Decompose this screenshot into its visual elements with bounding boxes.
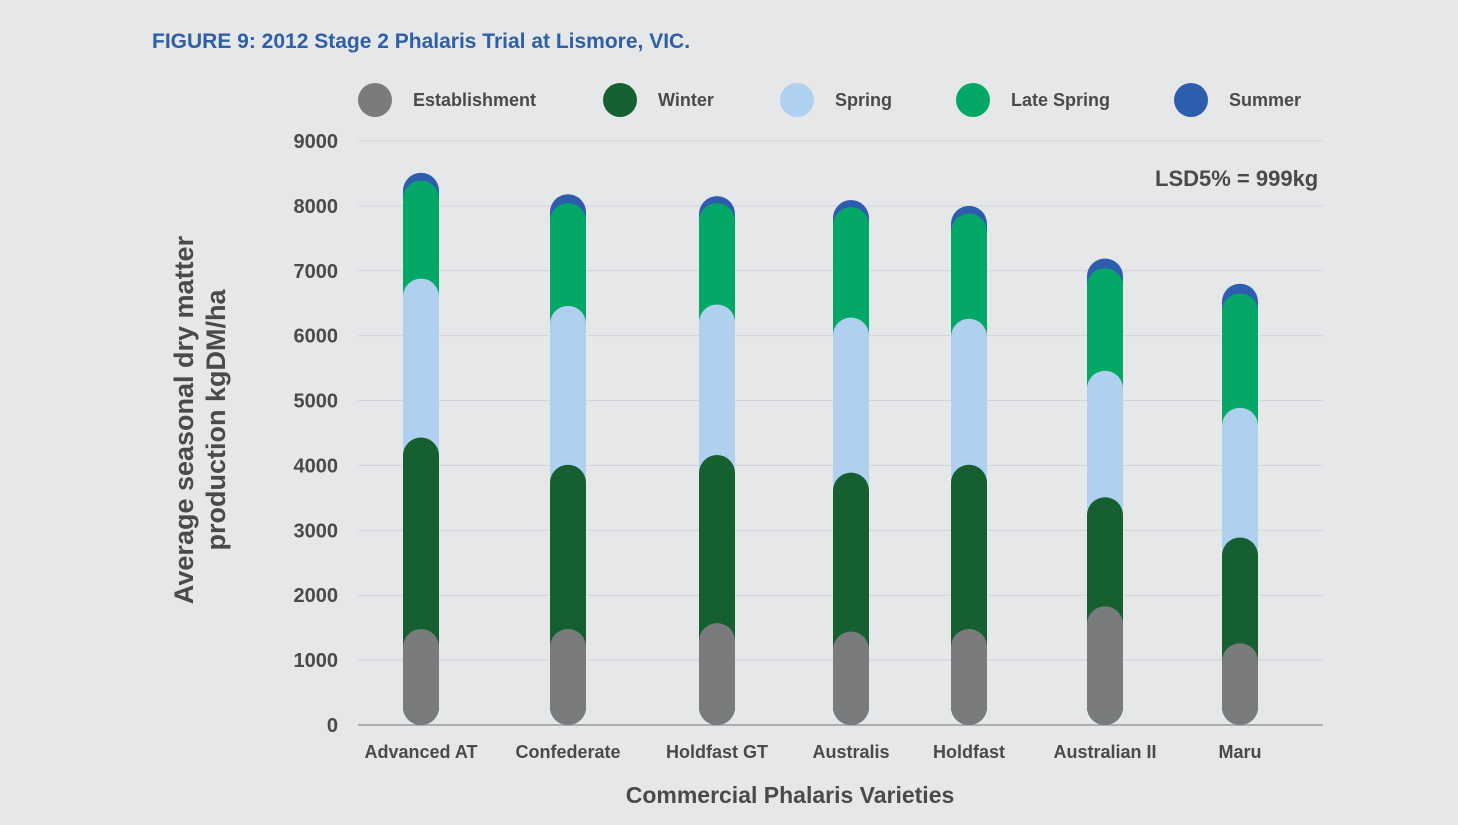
x-tick-label-confederate: Confederate — [515, 742, 620, 762]
bar-holdfast-establishment — [951, 628, 987, 725]
x-tick-label-australian-ii: Australian II — [1053, 742, 1156, 762]
y-tick-label-3000: 3000 — [294, 520, 339, 542]
bar-advanced-at-establishment — [403, 628, 439, 725]
legend-label-late-spring: Late Spring — [1011, 90, 1111, 110]
y-tick-label-1000: 1000 — [294, 650, 339, 672]
lsd-annotation: LSD5% = 999kg — [1155, 166, 1319, 191]
bar-australis-establishment — [833, 631, 869, 725]
legend-label-spring: Spring — [835, 90, 892, 110]
legend-label-winter: Winter — [658, 90, 714, 110]
y-tick-label-4000: 4000 — [294, 455, 339, 477]
bar-holdfast-gt-establishment — [699, 623, 735, 725]
bar-confederate-establishment — [550, 628, 586, 725]
chart-title: FIGURE 9: 2012 Stage 2 Phalaris Trial at… — [152, 30, 691, 53]
y-tick-label-7000: 7000 — [294, 261, 339, 283]
legend-swatch-spring — [780, 83, 814, 117]
x-tick-label-maru: Maru — [1218, 742, 1261, 762]
legend-label-establishment: Establishment — [413, 90, 537, 110]
y-tick-label-9000: 9000 — [294, 131, 339, 153]
x-tick-label-holdfast: Holdfast — [933, 742, 1005, 762]
y-tick-label-8000: 8000 — [294, 196, 339, 218]
legend-swatch-late-spring — [956, 83, 990, 117]
x-tick-label-holdfast-gt: Holdfast GT — [666, 742, 768, 762]
bar-maru-establishment — [1222, 643, 1258, 725]
legend-swatch-summer — [1174, 83, 1208, 117]
y-tick-label-0: 0 — [327, 715, 338, 737]
x-tick-label-australis: Australis — [812, 742, 889, 762]
legend-swatch-establishment — [358, 83, 392, 117]
y-tick-label-5000: 5000 — [294, 391, 339, 413]
y-tick-label-2000: 2000 — [294, 585, 339, 607]
x-axis-title: Commercial Phalaris Varieties — [625, 782, 955, 808]
legend-swatch-winter — [603, 83, 637, 117]
y-tick-label-6000: 6000 — [294, 326, 339, 348]
legend-label-summer: Summer — [1229, 90, 1302, 110]
x-tick-label-advanced-at: Advanced AT — [364, 742, 477, 762]
bar-australian-ii-establishment — [1087, 606, 1123, 725]
